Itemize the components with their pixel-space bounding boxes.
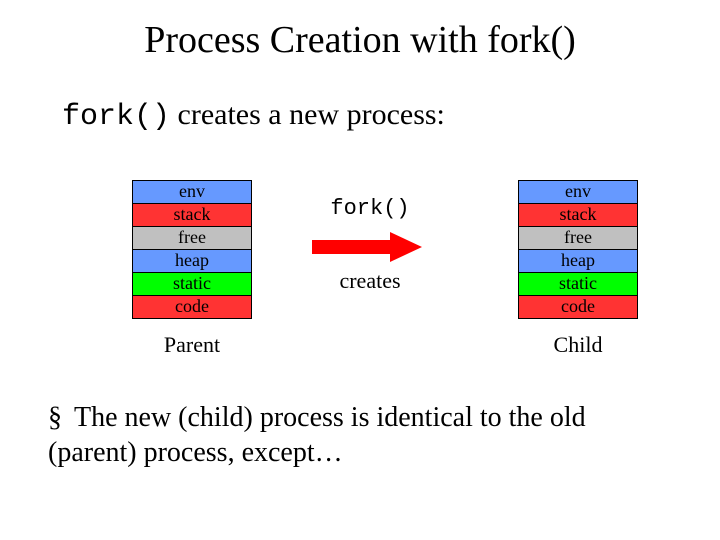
memory-segment-code: code xyxy=(519,296,638,319)
subtitle-rest: creates a new process: xyxy=(170,98,445,131)
memory-segment-static: static xyxy=(519,273,638,296)
slide-subtitle: fork() creates a new process: xyxy=(62,98,445,134)
memory-segment-stack: stack xyxy=(133,204,252,227)
memory-segment-env: env xyxy=(133,181,252,204)
bullet-text: The new (child) process is identical to … xyxy=(48,402,586,468)
parent-caption: Parent xyxy=(132,332,252,358)
arrow-icon xyxy=(312,232,422,262)
fork-call-label: fork() xyxy=(300,196,440,221)
bullet-line: §The new (child) process is identical to… xyxy=(48,400,678,470)
memory-segment-stack: stack xyxy=(519,204,638,227)
memory-segment-free: free xyxy=(133,227,252,250)
slide-title: Process Creation with fork() xyxy=(0,18,720,62)
memory-segment-free: free xyxy=(519,227,638,250)
memory-segment-env: env xyxy=(519,181,638,204)
creates-label: creates xyxy=(300,268,440,294)
child-memory-table: envstackfreeheapstaticcode xyxy=(518,180,638,319)
memory-segment-heap: heap xyxy=(519,250,638,273)
subtitle-code: fork() xyxy=(62,100,170,134)
child-caption: Child xyxy=(518,332,638,358)
parent-memory-table: envstackfreeheapstaticcode xyxy=(132,180,252,319)
memory-segment-heap: heap xyxy=(133,250,252,273)
memory-segment-static: static xyxy=(133,273,252,296)
bullet-mark: § xyxy=(48,400,74,435)
memory-segment-code: code xyxy=(133,296,252,319)
